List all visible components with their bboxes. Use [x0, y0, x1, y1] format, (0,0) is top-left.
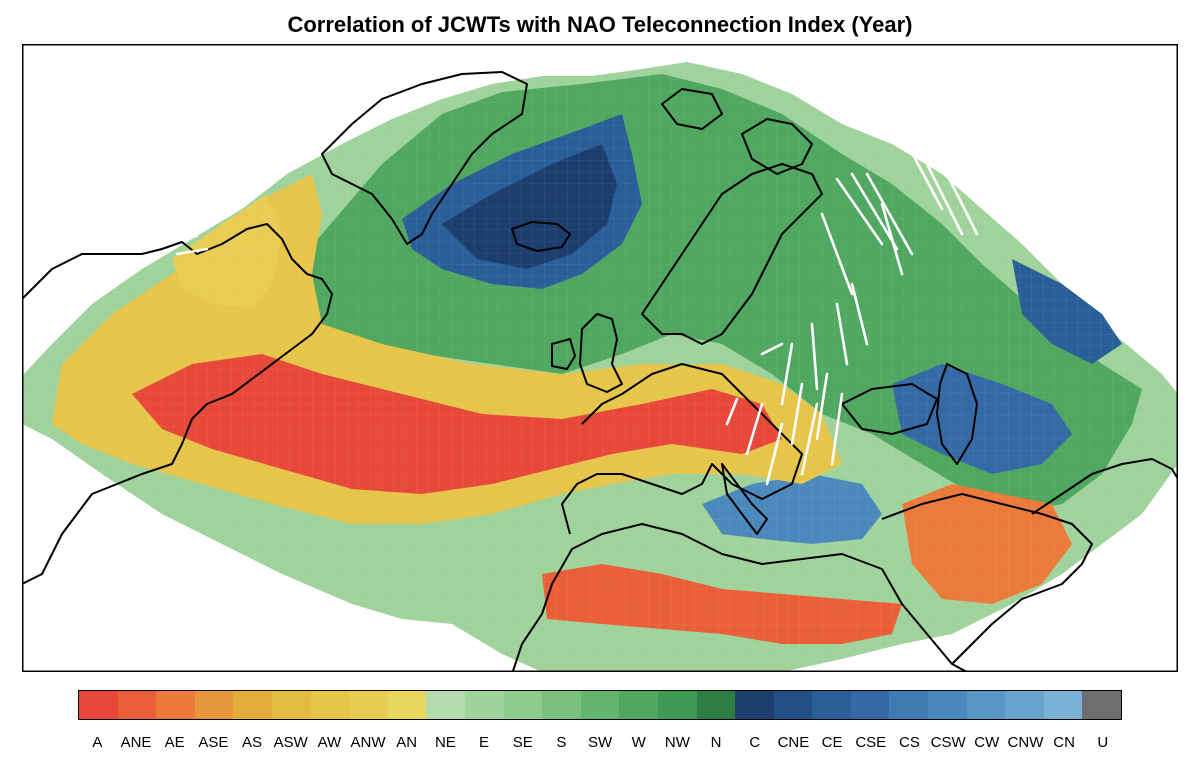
- coastline-arabia: [881, 493, 1093, 665]
- coastline-ireland: [551, 338, 576, 370]
- significance-hatching: [170, 132, 979, 486]
- legend-swatch-nw: [657, 691, 697, 719]
- legend-label-cs: CS: [899, 734, 920, 751]
- map-border: [22, 44, 1178, 672]
- legend-label-se: SE: [512, 734, 533, 751]
- legend-swatch-cnw: [1005, 691, 1044, 719]
- legend-swatch-ne: [426, 691, 465, 719]
- legend-label-n: N: [710, 734, 722, 751]
- legend-label-anw: ANW: [350, 734, 386, 751]
- legend-swatch-as: [233, 691, 272, 719]
- correlation-map: [22, 44, 1178, 672]
- legend-swatch-u: [1082, 691, 1122, 719]
- coastline-novaya-zemlya: [741, 118, 813, 175]
- legend-swatch-ane: [117, 691, 157, 719]
- legend-label-c: C: [749, 734, 761, 751]
- legend-label-asw: ASW: [273, 734, 308, 751]
- legend-swatch-anw: [349, 691, 388, 719]
- map-title: Correlation of JCWTs with NAO Teleconnec…: [287, 12, 913, 37]
- legend-label-aw: AW: [317, 734, 342, 751]
- legend-colorbar: [78, 690, 1122, 720]
- cell-grid-overlay: [22, 44, 1178, 672]
- map-panel: [22, 44, 1178, 672]
- legend-swatch-an: [387, 691, 427, 719]
- legend-swatch-n: [696, 691, 736, 719]
- legend-swatch-aw: [310, 691, 350, 719]
- legend-label-w: W: [631, 734, 646, 751]
- legend-label-cn: CN: [1053, 734, 1075, 751]
- legend-label-nw: NW: [664, 734, 690, 751]
- legend-swatch-cn: [1043, 691, 1083, 719]
- coastline-arctic-islands: [661, 88, 723, 130]
- legend-swatch-c: [735, 691, 774, 719]
- legend-swatch-a: [79, 691, 118, 719]
- coastline-scandinavia: [641, 163, 823, 345]
- legend-label-cne: CNE: [777, 734, 810, 751]
- legend-label-s: S: [556, 734, 567, 751]
- legend-label-a: A: [92, 734, 103, 751]
- legend-swatch-ae: [156, 691, 195, 719]
- legend-swatch-csw: [928, 691, 967, 719]
- legend-swatch-sw: [580, 691, 620, 719]
- coastline-caspian: [936, 363, 978, 465]
- legend-swatch-w: [619, 691, 658, 719]
- legend-label-an: AN: [396, 734, 418, 751]
- legend-swatch-cse: [850, 691, 890, 719]
- coastline-north-africa: [511, 523, 968, 672]
- legend-swatch-ce: [812, 691, 851, 719]
- legend-swatch-e: [464, 691, 504, 719]
- legend-label-ne: NE: [434, 734, 456, 751]
- legend-label-ae: AE: [164, 734, 185, 751]
- coastline-persian-gulf: [1031, 458, 1178, 515]
- legend-label-ce: CE: [821, 734, 843, 751]
- legend-swatch-s: [542, 691, 581, 719]
- coastline-greenland: [321, 71, 528, 245]
- coastline-europe: [561, 363, 803, 535]
- legend-label-csw: CSW: [930, 734, 966, 751]
- legend-label-sw: SW: [587, 734, 613, 751]
- legend-swatch-se: [503, 691, 543, 719]
- coastline-black-sea: [841, 383, 938, 435]
- coastlines: [22, 71, 1178, 672]
- legend-swatch-ase: [194, 691, 234, 719]
- legend-label-cnw: CNW: [1007, 734, 1044, 751]
- legend-label-cse: CSE: [855, 734, 887, 751]
- legend-label-cw: CW: [974, 734, 1000, 751]
- legend-label-ase: ASE: [198, 734, 229, 751]
- legend-label-e: E: [479, 734, 490, 751]
- legend-swatch-asw: [271, 691, 311, 719]
- coastline-north-america: [22, 223, 333, 585]
- legend-label-as: AS: [242, 734, 263, 751]
- legend-swatch-cw: [966, 691, 1006, 719]
- legend-label-ane: ANE: [120, 734, 152, 751]
- coastline-iceland: [511, 221, 571, 252]
- legend-swatch-cs: [889, 691, 929, 719]
- coastline-british-isles: [579, 313, 623, 393]
- legend-label-u: U: [1097, 734, 1109, 751]
- legend-swatch-cne: [773, 691, 813, 719]
- legend-labels: A ANE AE ASE AS ASW AW ANW AN NE E SE S SW W NW N C CNE CE C…: [78, 734, 1122, 754]
- coastline-italy: [721, 463, 768, 535]
